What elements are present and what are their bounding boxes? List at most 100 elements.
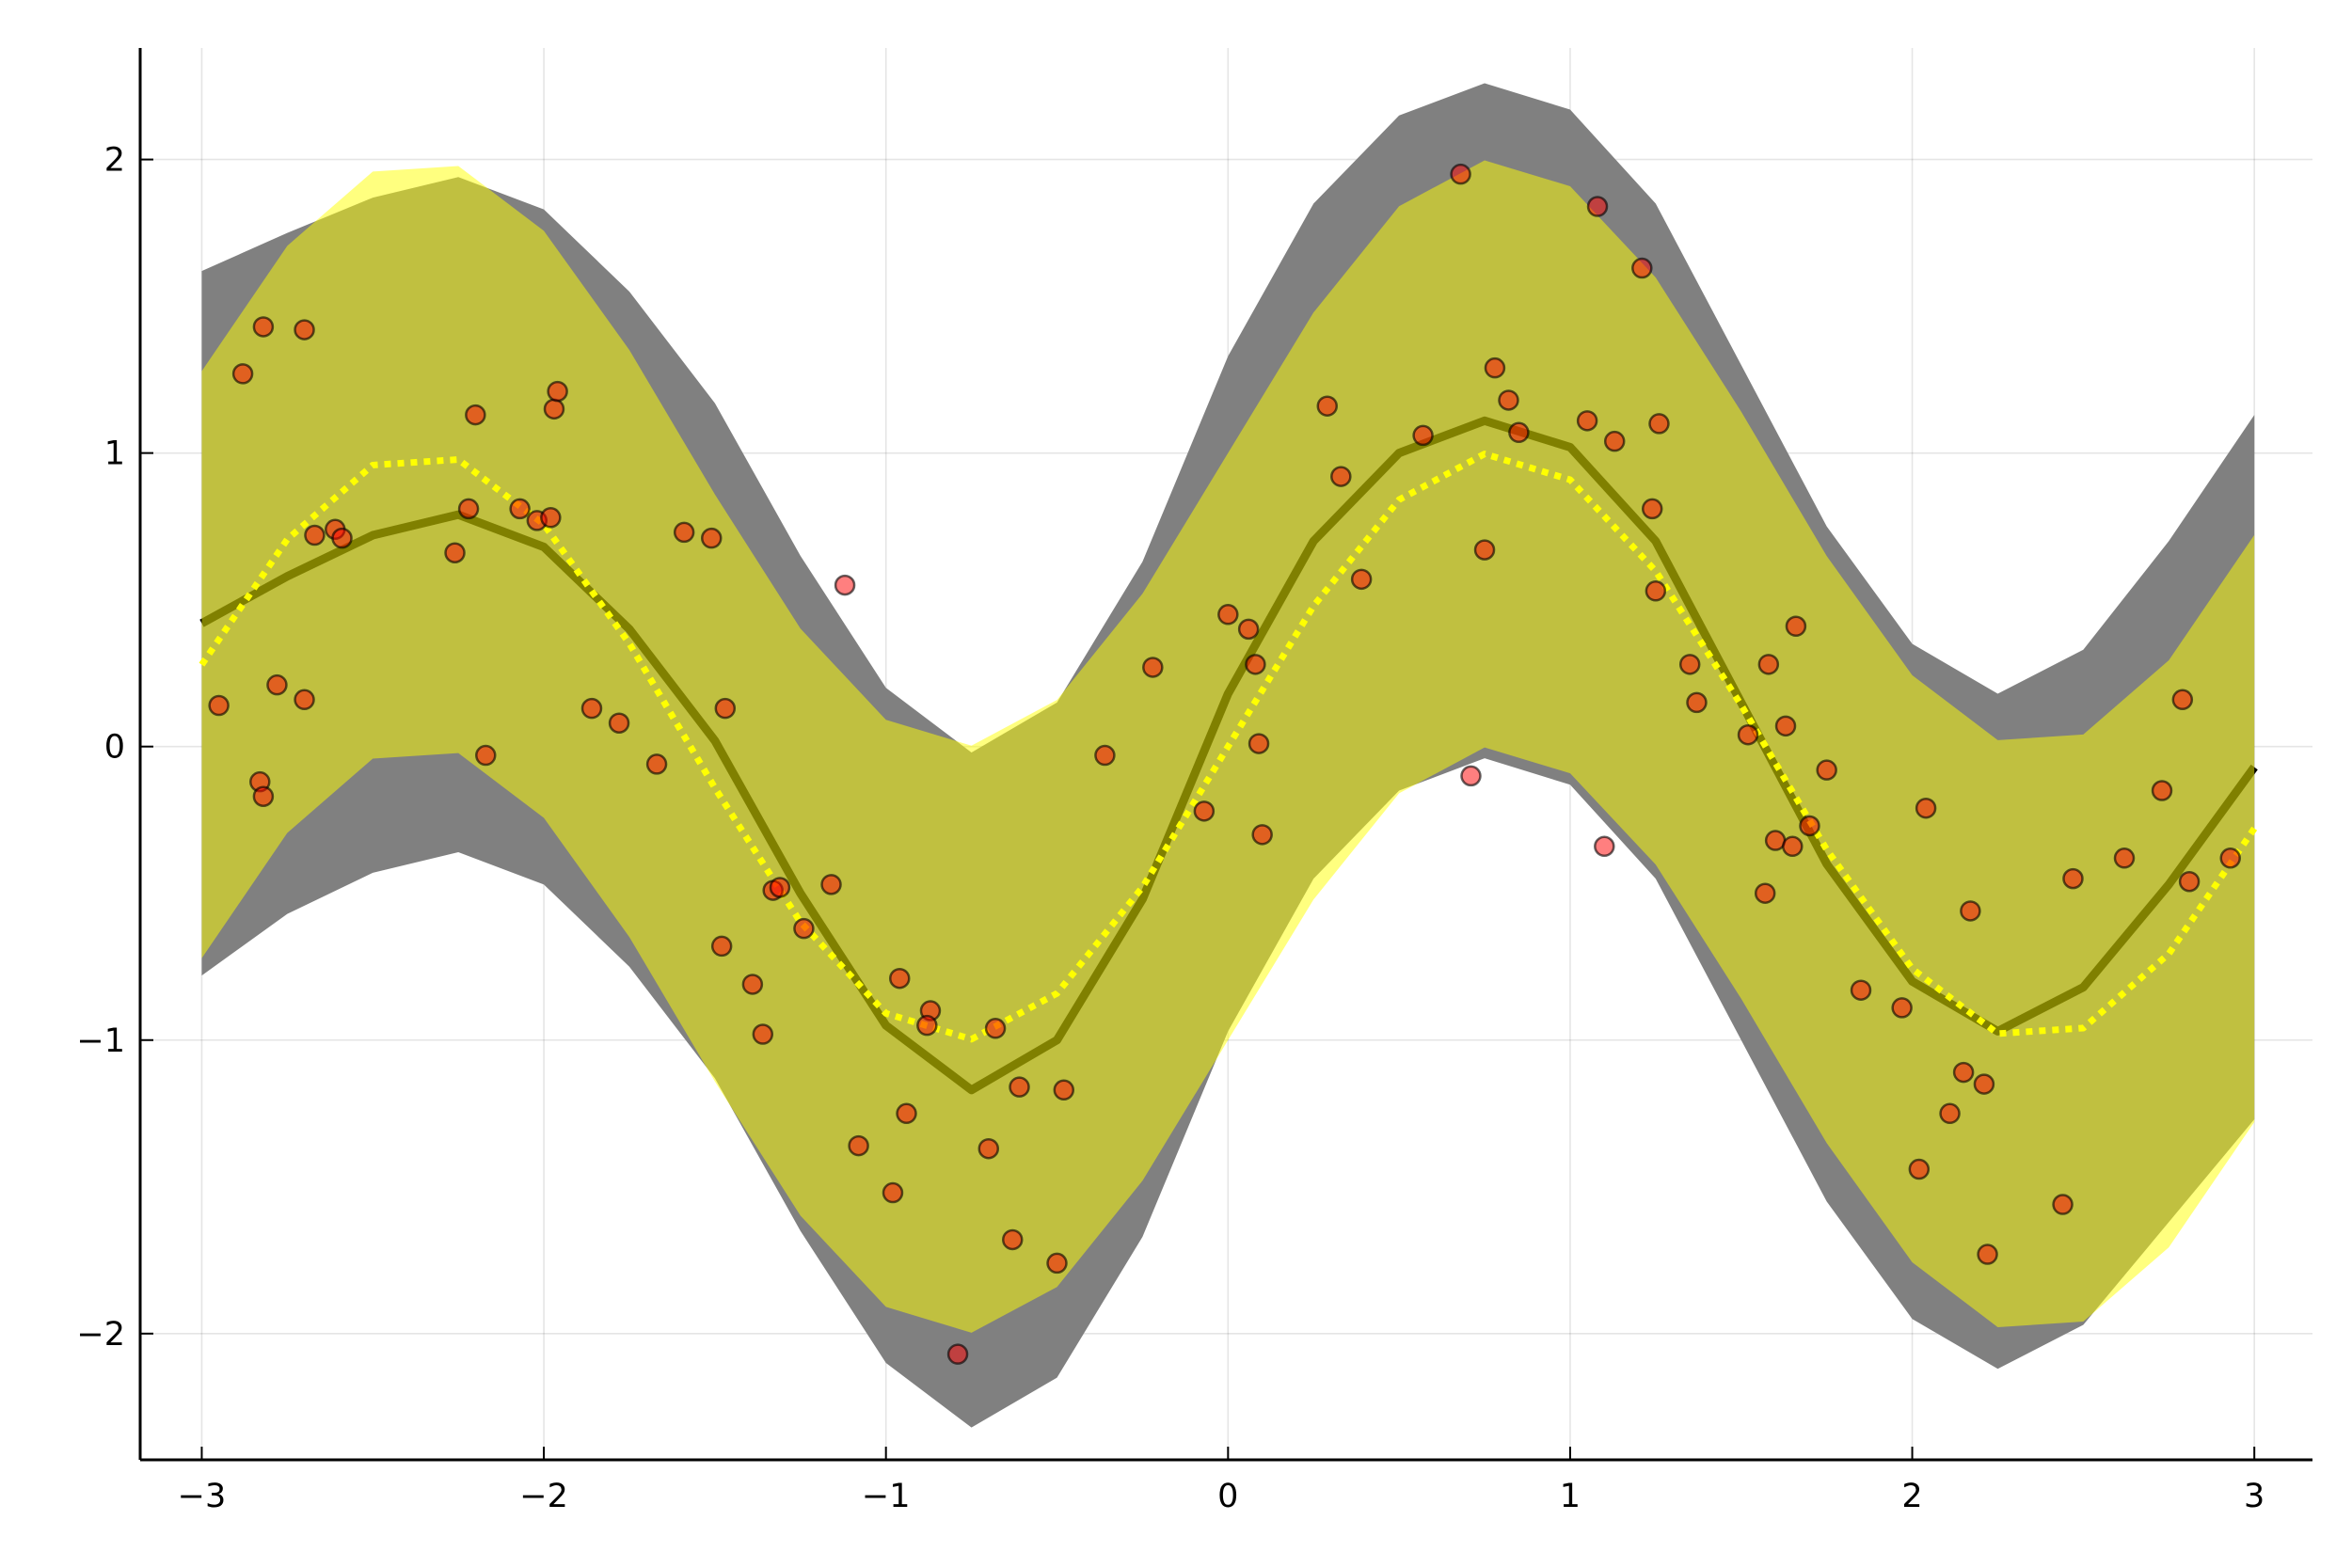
point [848,1134,869,1157]
point [457,498,480,520]
point [252,785,275,807]
point [1237,618,1260,641]
point [1816,759,1837,781]
x-tick-label: −2 [519,1478,568,1515]
point [208,694,230,717]
point [1508,421,1530,444]
point [1799,815,1820,837]
point [1960,900,1981,922]
point [1737,723,1759,746]
x-tick-label: 1 [1560,1478,1581,1515]
point [888,967,911,990]
y-tick-label: −2 [76,1316,125,1354]
point [608,712,630,734]
point [1782,835,1804,858]
point [1251,824,1273,846]
point [882,1181,904,1204]
y-tick-label: 2 [104,142,125,180]
point [1053,1079,1075,1101]
point [769,877,791,898]
x-tick-label: 0 [1217,1478,1238,1515]
point [294,689,315,711]
point [444,542,466,563]
point [1908,1158,1931,1180]
point [977,1137,1000,1160]
point [984,1018,1007,1039]
line [199,451,2258,1043]
point [475,744,497,767]
point [252,316,275,338]
point [714,697,737,720]
point [820,874,842,895]
point [1977,1243,1998,1265]
point [1350,568,1373,591]
point [710,935,733,958]
point [266,673,288,696]
point [540,507,562,529]
point [673,521,695,544]
point [1785,615,1807,638]
point [741,974,764,995]
point [331,527,353,549]
point [543,398,565,420]
point [752,1023,774,1045]
point [1576,410,1598,432]
point [1939,1102,1961,1125]
point [1498,389,1519,411]
point [1686,691,1708,714]
point [834,574,856,596]
point [1193,800,1216,822]
point [1594,835,1615,858]
point [1484,356,1506,379]
point [946,1343,969,1365]
point [1850,979,1872,1001]
point [465,404,486,426]
point [1046,1252,1068,1275]
point [1754,882,1776,904]
point [1757,654,1780,675]
point [2052,1194,2074,1215]
plot-area [199,83,2258,1428]
point [896,1102,917,1125]
y-tick-label: 0 [104,729,125,767]
point [1631,257,1653,279]
point [2113,847,2136,869]
point [2062,867,2084,890]
point [700,527,723,549]
point [231,363,254,385]
point [1245,654,1266,675]
point [1586,196,1609,217]
point [2171,689,2194,711]
point [2151,780,2173,801]
point [1952,1061,1975,1084]
point [1648,413,1670,435]
point [304,524,326,546]
point [916,1014,938,1037]
x-tick-label: 2 [1901,1478,1922,1515]
point [645,753,668,775]
point [1009,1076,1030,1098]
point [1891,997,1913,1019]
point [793,917,815,940]
point [1774,715,1797,737]
point [580,697,603,720]
point [1473,539,1496,561]
point [1142,657,1164,678]
point [2219,847,2241,869]
point [509,498,531,520]
point [1678,654,1701,675]
axes: −3 −2 −1 0 1 2 3 −2 −1 0 1 2 [76,48,2312,1515]
point [1603,430,1626,452]
point [1412,424,1434,447]
point [1330,466,1352,487]
point [294,319,315,341]
point [1645,580,1667,602]
point [1641,498,1663,520]
point [1460,765,1482,787]
x-tick-label: −1 [862,1478,911,1515]
y-tick-label: 1 [104,436,125,473]
point [1915,797,1937,819]
x-tick-label: 3 [2244,1478,2265,1515]
point [1001,1228,1024,1251]
